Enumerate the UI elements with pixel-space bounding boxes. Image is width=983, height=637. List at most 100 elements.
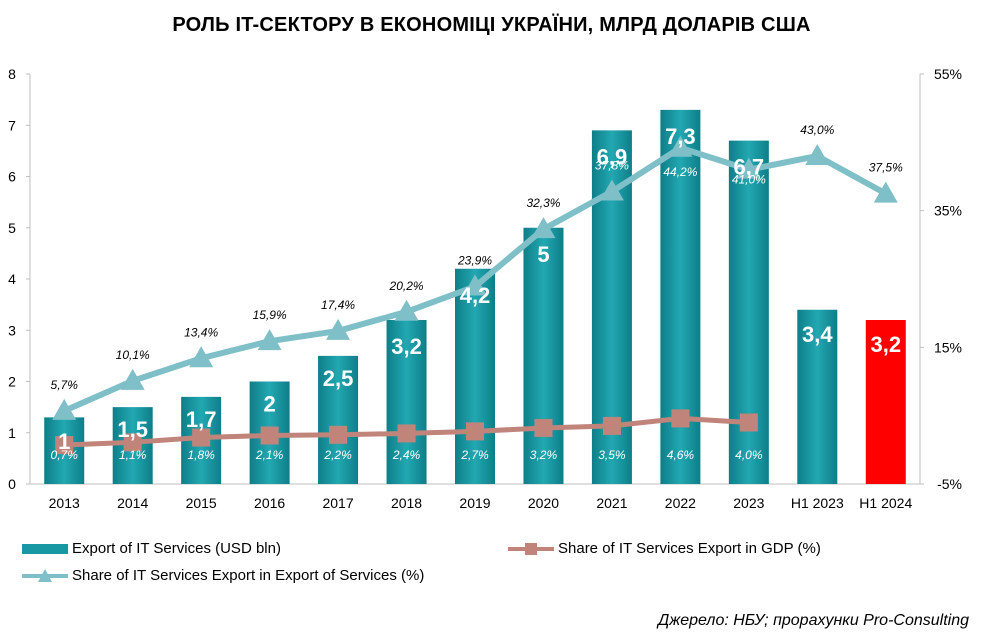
- gdp-share-marker: [55, 436, 74, 455]
- gdp-share-marker: [397, 424, 416, 443]
- gdp-share-label: 1,1%: [119, 448, 147, 462]
- legend-bar-swatch: [22, 543, 68, 554]
- legend-label-it-export: Export of IT Services (USD bln): [72, 540, 281, 557]
- services-share-marker: [873, 181, 898, 203]
- legend-line-swatch-services: [22, 568, 68, 582]
- bar-value-label: 1,7: [186, 407, 217, 432]
- services-share-label: 37,8%: [595, 159, 629, 173]
- right-axis-tick-label: -5%: [937, 476, 962, 492]
- gdp-share-marker: [671, 409, 690, 428]
- gdp-share-label: 4,6%: [667, 448, 695, 462]
- bar-value-label: 6,7: [734, 155, 765, 180]
- right-axis-tick-label: 55%: [934, 66, 962, 82]
- x-axis-tick-label: 2022: [665, 495, 696, 511]
- gdp-share-marker: [192, 428, 211, 447]
- gdp-share-label: 3,2%: [530, 448, 558, 462]
- x-axis-tick-label: 2016: [254, 495, 285, 511]
- gdp-share-marker: [534, 418, 553, 437]
- bar-value-label: 4,2: [460, 283, 491, 308]
- bar: [865, 320, 906, 484]
- services-share-marker: [120, 368, 145, 390]
- bar-value-label: 1: [58, 429, 70, 454]
- services-share-marker: [599, 179, 624, 201]
- x-axis-tick-label: 2021: [596, 495, 627, 511]
- left-axis-tick-label: 4: [8, 271, 16, 287]
- x-axis-tick-label: H1 2023: [791, 495, 844, 511]
- services-share-marker: [805, 144, 830, 165]
- bar-value-label: 1,5: [117, 417, 148, 442]
- gdp-share-label: 2,2%: [323, 448, 352, 462]
- gdp-share-marker: [739, 413, 758, 432]
- gdp-share-label: 1,8%: [187, 448, 215, 462]
- gdp-share-label: 2,7%: [460, 448, 489, 462]
- gdp-share-label: 2,4%: [392, 448, 421, 462]
- gdp-share-marker: [602, 416, 621, 435]
- left-axis-tick-label: 7: [8, 117, 16, 133]
- gdp-share-marker: [123, 433, 142, 452]
- services-share-marker: [326, 318, 351, 340]
- bar-value-label: 3,4: [802, 322, 833, 347]
- services-share-label: 41,0%: [732, 173, 766, 187]
- left-axis-tick-label: 0: [8, 476, 16, 492]
- x-axis-tick-label: 2023: [733, 495, 764, 511]
- legend-item-gdp-share: Share of IT Services Export in GDP (%): [508, 540, 821, 557]
- services-share-label: 13,4%: [184, 325, 218, 339]
- bar: [318, 355, 359, 484]
- services-share-marker: [668, 135, 693, 157]
- services-share-label: 43,0%: [800, 123, 834, 137]
- left-axis-tick-label: 3: [8, 322, 16, 338]
- services-share-label: 32,3%: [526, 196, 560, 210]
- bar: [728, 140, 769, 484]
- x-axis-tick-label: 2013: [49, 495, 80, 511]
- bar-value-label: 5: [537, 242, 549, 267]
- gdp-share-label: 4,0%: [735, 448, 763, 462]
- left-axis-tick-label: 1: [8, 425, 16, 441]
- x-axis-tick-label: 2019: [459, 495, 490, 511]
- bar: [797, 309, 838, 484]
- source-note: Джерело: НБУ; прорахунки Pro-Consulting: [657, 612, 969, 629]
- x-axis-tick-label: 2014: [117, 495, 148, 511]
- legend-label-gdp-share: Share of IT Services Export in GDP (%): [558, 540, 821, 557]
- legend-item-it-export: Export of IT Services (USD bln): [22, 540, 281, 557]
- services-share-marker: [394, 299, 419, 321]
- bar-value-label: 6,9: [597, 144, 628, 169]
- services-share-marker: [531, 217, 556, 239]
- bar-value-label: 2: [263, 392, 275, 417]
- legend-label-services-share: Share of IT Services Export in Export of…: [72, 567, 425, 584]
- x-axis-tick-label: 2020: [528, 495, 559, 511]
- left-axis-tick-label: 6: [8, 169, 16, 185]
- x-axis-tick-label: 2015: [186, 495, 217, 511]
- gdp-share-label: 0,7%: [51, 448, 79, 462]
- gdp-share-marker: [329, 425, 348, 444]
- services-share-label: 17,4%: [321, 298, 355, 312]
- services-share-marker: [189, 346, 214, 368]
- gdp-share-label: 3,5%: [598, 448, 626, 462]
- bar: [455, 268, 495, 484]
- bar-value-label: 2,5: [323, 366, 354, 391]
- bar-value-label: 3,2: [870, 332, 901, 357]
- services-share-label: 44,2%: [663, 165, 697, 179]
- chart-title: РОЛЬ IT-СЕКТОРУ В ЕКОНОМІЦІ УКРАЇНИ, МЛР…: [172, 14, 811, 36]
- right-axis-tick-label: 35%: [934, 203, 962, 219]
- legend-line-swatch-gdp: [508, 542, 554, 555]
- bar-value-label: 3,2: [391, 334, 422, 359]
- services-share-label: 10,1%: [116, 348, 150, 362]
- services-share-marker: [52, 398, 77, 420]
- gdp-share-marker: [260, 426, 279, 445]
- services-share-marker: [736, 157, 761, 179]
- services-share-marker: [257, 329, 282, 351]
- legend-item-services-share: Share of IT Services Export in Export of…: [22, 567, 424, 584]
- bar-value-label: 7,3: [665, 124, 696, 149]
- left-axis-tick-label: 8: [8, 66, 16, 82]
- left-axis-tick-label: 2: [8, 374, 16, 390]
- gdp-share-label: 2,1%: [255, 448, 284, 462]
- x-axis-tick-label: 2017: [322, 495, 353, 511]
- services-share-label: 37,5%: [869, 161, 903, 175]
- right-axis-tick-label: 15%: [934, 339, 962, 355]
- gdp-share-marker: [466, 422, 484, 441]
- services-share-label: 20,2%: [389, 279, 424, 293]
- bar: [523, 227, 564, 484]
- services-share-marker: [463, 274, 487, 296]
- bar: [386, 320, 427, 484]
